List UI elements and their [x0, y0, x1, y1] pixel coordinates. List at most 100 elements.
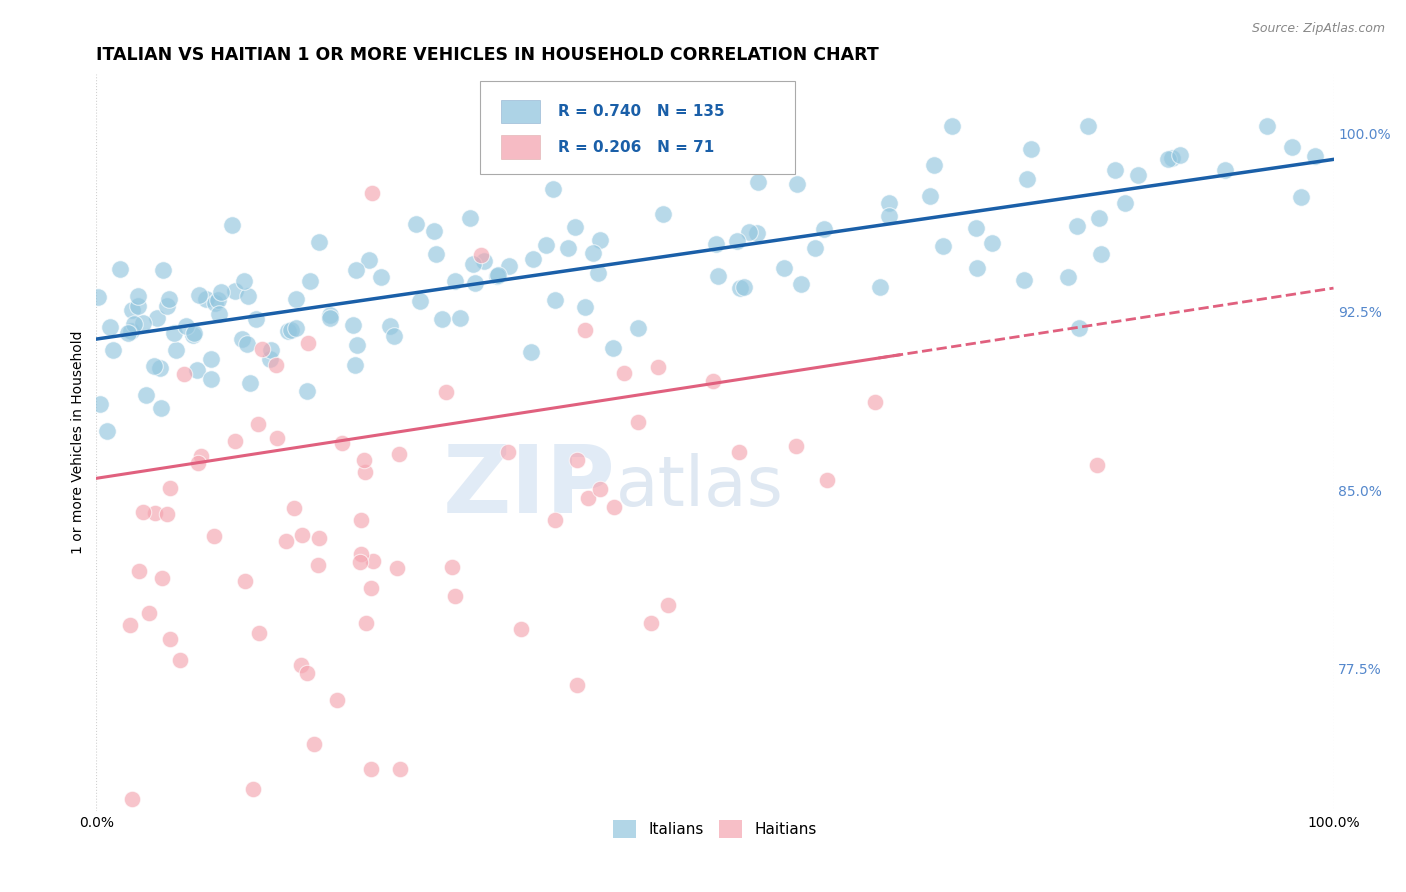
Point [498, 259, 520, 273]
Point [349, 554, 371, 568]
Point [603, 500, 626, 514]
Point [252, 342, 274, 356]
Text: atlas: atlas [616, 453, 783, 520]
Point [156, 507, 179, 521]
Point [357, 252, 380, 267]
Point [557, 241, 579, 255]
Point [138, 606, 160, 620]
Point [704, 236, 727, 251]
Point [132, 505, 155, 519]
Point [422, 224, 444, 238]
Point [200, 351, 222, 366]
Point [120, 324, 142, 338]
Point [166, 343, 188, 358]
Point [728, 281, 751, 295]
Point [1014, 273, 1036, 287]
Point [233, 274, 256, 288]
Point [785, 439, 807, 453]
Point [96, 424, 118, 438]
Point [863, 395, 886, 409]
Point [295, 666, 318, 681]
Point [389, 762, 412, 776]
Point [877, 195, 900, 210]
Point [382, 328, 405, 343]
Point [157, 293, 180, 307]
Point [274, 533, 297, 548]
Point [586, 266, 609, 280]
Point [486, 268, 509, 283]
Point [283, 500, 305, 515]
Point [297, 336, 319, 351]
Point [344, 262, 367, 277]
Point [169, 653, 191, 667]
Point [640, 615, 662, 630]
Point [242, 782, 264, 797]
Point [544, 293, 567, 307]
Point [150, 401, 173, 415]
Point [1156, 152, 1178, 166]
Point [510, 622, 533, 636]
Point [725, 234, 748, 248]
Point [440, 559, 463, 574]
Point [330, 436, 353, 450]
Text: Source: ZipAtlas.com: Source: ZipAtlas.com [1251, 22, 1385, 36]
Point [290, 657, 312, 672]
Point [1291, 190, 1313, 204]
Point [187, 456, 209, 470]
Point [607, 154, 630, 169]
Point [1019, 142, 1042, 156]
Point [146, 310, 169, 325]
Point [360, 581, 382, 595]
FancyBboxPatch shape [501, 100, 540, 123]
Point [143, 359, 166, 373]
Point [202, 529, 225, 543]
Point [981, 235, 1004, 250]
Point [773, 260, 796, 275]
Point [1057, 270, 1080, 285]
Point [652, 207, 675, 221]
Point [1067, 321, 1090, 335]
Point [291, 528, 314, 542]
Point [163, 326, 186, 341]
Point [463, 257, 485, 271]
Point [238, 289, 260, 303]
Point [564, 220, 586, 235]
Point [295, 384, 318, 398]
Text: R = 0.206   N = 71: R = 0.206 N = 71 [558, 139, 714, 154]
Point [239, 376, 262, 390]
Point [98, 319, 121, 334]
Point [108, 262, 131, 277]
Point [122, 317, 145, 331]
FancyBboxPatch shape [501, 136, 540, 159]
Point [786, 177, 808, 191]
Point [284, 292, 307, 306]
Point [536, 237, 558, 252]
Point [350, 513, 373, 527]
Point [128, 564, 150, 578]
Point [135, 387, 157, 401]
Point [815, 474, 838, 488]
Point [702, 374, 724, 388]
Point [277, 324, 299, 338]
Point [472, 254, 495, 268]
Point [149, 361, 172, 376]
Point [307, 558, 329, 572]
Point [1090, 247, 1112, 261]
Point [247, 625, 270, 640]
Point [231, 332, 253, 346]
Point [443, 275, 465, 289]
Point [576, 491, 599, 505]
Point [150, 571, 173, 585]
Point [922, 158, 945, 172]
Point [430, 312, 453, 326]
Point [326, 693, 349, 707]
Point [245, 312, 267, 326]
Point [1085, 458, 1108, 473]
Point [1213, 163, 1236, 178]
Point [236, 336, 259, 351]
Point [647, 360, 669, 375]
Point [747, 175, 769, 189]
Point [342, 318, 364, 333]
Point [121, 302, 143, 317]
Point [544, 513, 567, 527]
